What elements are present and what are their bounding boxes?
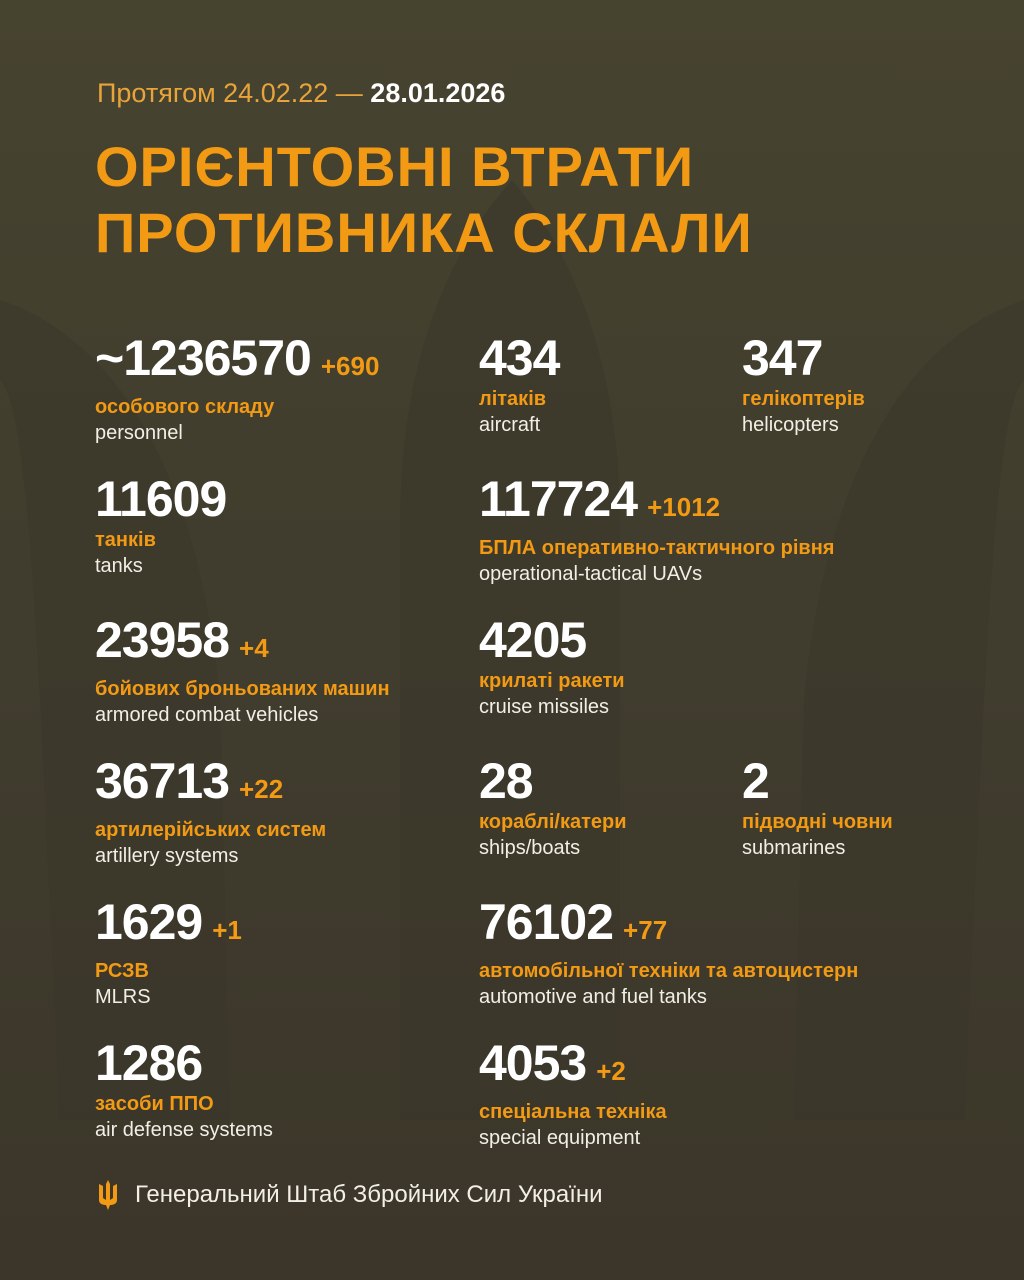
- stat-label-ua: танків: [95, 529, 156, 551]
- stat-value: 347: [742, 330, 865, 386]
- stat-label-en: armored combat vehicles: [95, 704, 319, 726]
- stat-item: 4053 +2 спеціальна техніка special equipm…: [479, 1035, 667, 1151]
- stat-value: 28: [479, 753, 627, 809]
- stat-item: 23958 +4 бойових броньованих машин armore…: [95, 612, 390, 728]
- trident-icon: [99, 1180, 117, 1210]
- stat-value: 76102 +77: [479, 894, 858, 958]
- title-line-1: ОРІЄНТОВНІ ВТРАТИ: [95, 135, 695, 198]
- stat-number: ~1236570: [95, 330, 312, 386]
- stat-item: 2 підводні човни submarines: [742, 753, 893, 861]
- stat-number: 434: [479, 330, 560, 386]
- stat-label-ua: особового складу: [95, 396, 275, 418]
- stat-item: 11609 танків tanks: [95, 471, 227, 579]
- stat-item: 1629 +1 РСЗВ MLRS: [95, 894, 242, 1010]
- stat-item: ~1236570 +690 особового складу personnel: [95, 330, 379, 446]
- stat-label-en: artillery systems: [95, 845, 239, 867]
- stat-label-ua: крилаті ракети: [479, 670, 625, 692]
- stat-number: 36713: [95, 753, 230, 809]
- stat-number: 23958: [95, 612, 230, 668]
- stat-label-ua: кораблі/катери: [479, 811, 627, 833]
- footer-text: Генеральний Штаб Збройних Сил України: [135, 1181, 603, 1208]
- stat-label-ua: РСЗВ: [95, 960, 149, 982]
- stat-value: 11609: [95, 471, 227, 527]
- stat-number: 347: [742, 330, 823, 386]
- stat-item: 36713 +22 артилерійських систем artillery…: [95, 753, 326, 869]
- stat-label-en: ships/boats: [479, 837, 581, 859]
- stat-item: 4205 крилаті ракети cruise missiles: [479, 612, 625, 720]
- stat-value: 4053 +2: [479, 1035, 667, 1099]
- stat-value: 4205: [479, 612, 625, 668]
- stat-label-en: tanks: [95, 555, 143, 577]
- stat-label-ua: гелікоптерів: [742, 388, 865, 410]
- stat-value: 2: [742, 753, 893, 809]
- stat-label-en: air defense systems: [95, 1119, 273, 1141]
- stat-label-ua: літаків: [479, 388, 547, 410]
- stat-value: 434: [479, 330, 560, 386]
- stat-number: 76102: [479, 894, 614, 950]
- stat-label-en: aircraft: [479, 414, 541, 436]
- stat-number: 28: [479, 753, 534, 809]
- stat-number: 1629: [95, 894, 203, 950]
- stat-label-en: operational-tactical UAVs: [479, 563, 703, 585]
- stat-label-ua: спеціальна техніка: [479, 1101, 667, 1123]
- stat-label-ua: засоби ППО: [95, 1093, 214, 1115]
- page-title: ОРІЄНТОВНІ ВТРАТИ ПРОТИВНИКА СКЛАЛИ: [95, 134, 753, 266]
- stat-value: 23958 +4: [95, 612, 390, 676]
- stat-delta: +4: [239, 633, 269, 663]
- stat-value: 117724 +1012: [479, 471, 834, 535]
- stat-value: 1286: [95, 1035, 273, 1091]
- stat-delta: +2: [596, 1056, 626, 1086]
- stat-delta: +22: [239, 774, 284, 804]
- stat-item: 434 літаків aircraft: [479, 330, 560, 438]
- stat-label-ua: бойових броньованих машин: [95, 678, 390, 700]
- stat-item: 76102 +77 автомобільної техніки та автоци…: [479, 894, 858, 1010]
- stat-label-en: personnel: [95, 422, 183, 444]
- stat-number: 117724: [479, 471, 638, 527]
- stat-number: 2: [742, 753, 770, 809]
- stat-delta: +1012: [647, 492, 721, 522]
- stat-label-en: automotive and fuel tanks: [479, 986, 707, 1008]
- stat-label-ua: автомобільної техніки та автоцистерн: [479, 960, 859, 982]
- stat-label-en: MLRS: [95, 986, 151, 1008]
- stat-number: 11609: [95, 471, 227, 527]
- stat-delta: +690: [320, 351, 380, 381]
- stat-number: 4053: [479, 1035, 587, 1091]
- period: Протягом 24.02.22 — 28.01.2026: [97, 78, 505, 109]
- stat-value: 36713 +22: [95, 753, 326, 817]
- stat-value: ~1236570 +690: [95, 330, 379, 394]
- stat-item: 1286 засоби ППО air defense systems: [95, 1035, 273, 1143]
- stat-value: 1629 +1: [95, 894, 242, 958]
- stat-label-ua: артилерійських систем: [95, 819, 327, 841]
- stat-label-en: helicopters: [742, 414, 839, 436]
- stat-number: 4205: [479, 612, 587, 668]
- stat-label-en: special equipment: [479, 1127, 641, 1149]
- stat-label-ua: підводні човни: [742, 811, 893, 833]
- period-end: 28.01.2026: [370, 78, 506, 108]
- stat-label-ua: БПЛА оперативно-тактичного рівня: [479, 537, 835, 559]
- stat-item: 117724 +1012 БПЛА оперативно-тактичного р…: [479, 471, 834, 587]
- footer: Генеральний Штаб Збройних Сил України: [95, 1180, 603, 1210]
- period-prefix: Протягом 24.02.22 —: [97, 78, 363, 108]
- stat-delta: +1: [212, 915, 242, 945]
- stat-delta: +77: [623, 915, 668, 945]
- stat-item: 347 гелікоптерів helicopters: [742, 330, 865, 438]
- stat-number: 1286: [95, 1035, 203, 1091]
- stat-label-en: submarines: [742, 837, 846, 859]
- stat-label-en: cruise missiles: [479, 696, 610, 718]
- stat-item: 28 кораблі/катери ships/boats: [479, 753, 627, 861]
- title-line-2: ПРОТИВНИКА СКЛАЛИ: [95, 201, 753, 264]
